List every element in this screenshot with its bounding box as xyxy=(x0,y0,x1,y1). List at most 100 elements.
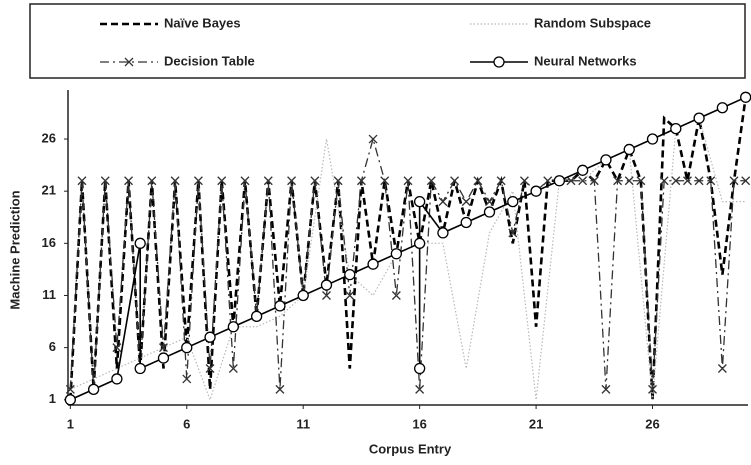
point-marker xyxy=(87,383,100,396)
point-marker xyxy=(438,197,448,207)
series-line xyxy=(69,136,746,390)
point-marker xyxy=(671,176,681,186)
point-marker xyxy=(147,176,157,186)
x-axis-label: Corpus Entry xyxy=(369,441,452,456)
point-marker xyxy=(413,195,426,208)
legend-label: Random Subspace xyxy=(534,15,651,30)
legend-label: Naïve Bayes xyxy=(164,15,241,30)
point-marker xyxy=(77,176,87,186)
point-marker xyxy=(717,364,727,373)
point-marker xyxy=(274,300,286,312)
y-tick-label: 6 xyxy=(49,339,56,354)
point-marker xyxy=(263,176,273,186)
point-marker xyxy=(380,176,390,186)
point-marker xyxy=(112,343,122,353)
point-marker xyxy=(706,176,716,186)
point-marker xyxy=(450,176,460,186)
point-marker xyxy=(322,291,331,300)
point-marker xyxy=(134,237,146,249)
point-marker xyxy=(716,102,729,114)
y-tick-label: 21 xyxy=(42,183,56,198)
point-marker xyxy=(320,279,333,291)
point-marker xyxy=(181,341,193,354)
point-marker xyxy=(437,227,449,239)
point-marker xyxy=(493,56,505,68)
point-marker xyxy=(287,176,297,186)
x-tick-label: 21 xyxy=(529,416,543,431)
point-marker xyxy=(589,176,599,186)
point-marker xyxy=(227,321,239,333)
point-marker xyxy=(426,176,436,186)
point-marker xyxy=(543,176,553,186)
y-tick-label: 26 xyxy=(42,130,56,145)
y-tick-label: 16 xyxy=(42,235,56,250)
point-marker xyxy=(205,364,215,373)
point-marker xyxy=(124,57,134,67)
point-marker xyxy=(729,176,739,186)
y-tick-label: 1 xyxy=(49,391,56,406)
point-marker xyxy=(496,176,506,186)
point-marker xyxy=(553,175,566,187)
point-marker xyxy=(483,206,496,218)
point-marker xyxy=(228,364,238,373)
point-marker xyxy=(65,384,75,394)
point-marker xyxy=(310,176,320,186)
point-marker xyxy=(460,216,472,229)
point-marker xyxy=(623,143,635,156)
point-marker xyxy=(473,176,483,186)
x-tick-label: 6 xyxy=(183,416,190,431)
point-marker xyxy=(391,291,401,300)
y-axis-label: Machine Prediction xyxy=(7,190,22,309)
point-marker xyxy=(100,176,110,186)
point-marker xyxy=(413,362,426,375)
legend-label: Decision Table xyxy=(164,53,255,68)
point-marker xyxy=(111,373,123,385)
point-marker xyxy=(250,310,263,322)
point-marker xyxy=(204,331,216,343)
point-marker xyxy=(659,176,669,186)
point-marker xyxy=(461,197,471,207)
point-marker xyxy=(333,176,343,186)
point-marker xyxy=(367,258,379,270)
point-marker xyxy=(648,384,657,394)
point-marker xyxy=(368,134,378,144)
point-marker xyxy=(741,176,751,186)
point-marker xyxy=(124,176,134,186)
point-marker xyxy=(157,352,170,364)
point-marker xyxy=(578,176,588,186)
legend-box xyxy=(29,3,746,79)
point-marker xyxy=(636,176,646,186)
point-marker xyxy=(134,362,146,375)
point-marker xyxy=(345,291,355,300)
point-marker xyxy=(577,164,589,176)
point-marker xyxy=(159,343,168,353)
point-marker xyxy=(485,197,494,207)
point-marker xyxy=(356,176,366,186)
point-marker xyxy=(694,176,704,186)
point-marker xyxy=(275,384,285,394)
point-marker xyxy=(670,122,682,135)
point-marker xyxy=(240,176,250,186)
point-marker xyxy=(530,185,542,197)
point-marker xyxy=(507,195,519,208)
point-marker xyxy=(413,237,426,249)
point-marker xyxy=(624,176,634,186)
point-marker xyxy=(403,176,413,186)
point-marker xyxy=(740,91,751,103)
point-marker xyxy=(390,248,403,260)
x-tick-label: 11 xyxy=(296,416,310,431)
point-marker xyxy=(519,176,529,186)
point-marker xyxy=(193,176,203,186)
point-marker xyxy=(601,384,611,394)
point-marker xyxy=(566,176,576,186)
point-marker xyxy=(600,154,612,166)
point-marker xyxy=(508,228,518,238)
y-tick-label: 11 xyxy=(42,287,56,302)
point-marker xyxy=(613,176,623,186)
point-marker xyxy=(344,268,356,281)
point-marker xyxy=(217,176,227,186)
x-tick-label: 16 xyxy=(412,416,426,431)
legend-label: Neural Networks xyxy=(534,53,637,68)
point-marker xyxy=(170,176,180,186)
